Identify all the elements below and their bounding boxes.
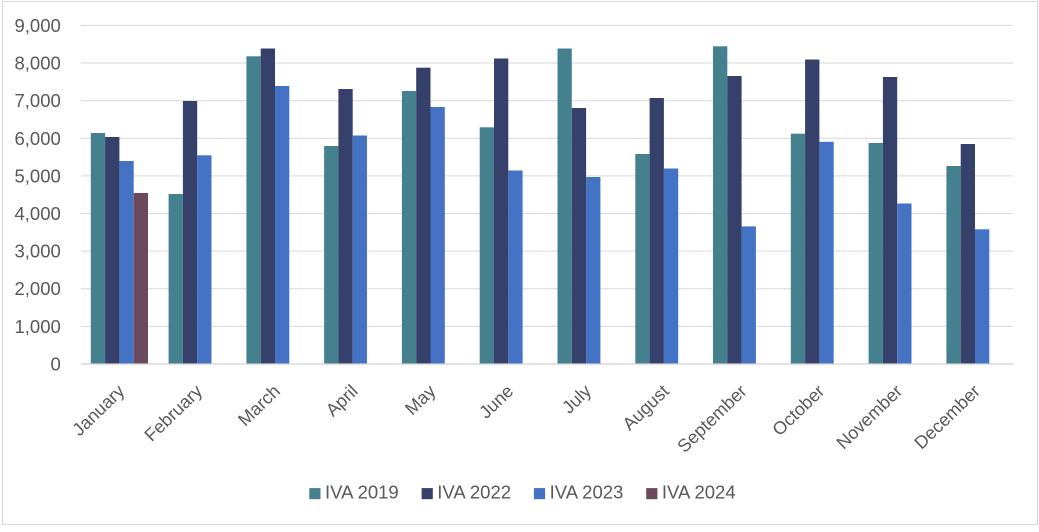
svg-text:6,000: 6,000 (15, 128, 61, 149)
svg-text:0: 0 (51, 354, 61, 375)
svg-text:IVA 2024: IVA 2024 (662, 482, 736, 503)
svg-text:IVA 2022: IVA 2022 (437, 482, 511, 503)
svg-text:7,000: 7,000 (15, 90, 61, 111)
svg-text:8,000: 8,000 (15, 53, 61, 74)
svg-text:IVA 2019: IVA 2019 (325, 482, 399, 503)
svg-text:4,000: 4,000 (15, 203, 61, 224)
svg-text:9,000: 9,000 (15, 15, 61, 36)
svg-text:3,000: 3,000 (15, 241, 61, 262)
svg-text:5,000: 5,000 (15, 165, 61, 186)
svg-text:1,000: 1,000 (15, 316, 61, 337)
svg-text:IVA 2023: IVA 2023 (550, 482, 624, 503)
svg-text:2,000: 2,000 (15, 278, 61, 299)
